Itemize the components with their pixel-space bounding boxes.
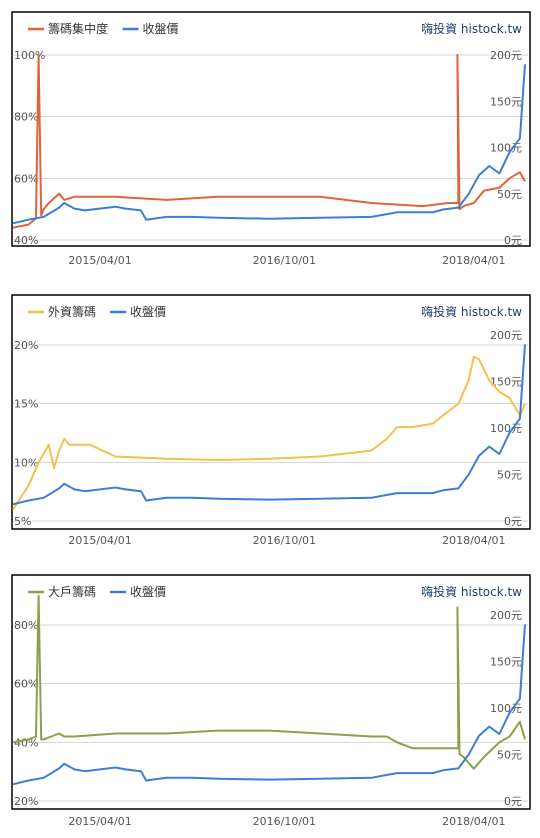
right-tick-label: 50元: [497, 749, 522, 762]
left-tick-label: 80%: [14, 619, 38, 632]
left-tick-label: 60%: [14, 172, 38, 185]
legend-label: 收盤價: [130, 305, 166, 319]
chip-concentration-chart: 100%80%60%40%200元150元100元50元0元2015/04/01…: [11, 11, 531, 267]
series-line-price: [12, 344, 526, 506]
series-line-price: [12, 624, 526, 786]
x-tick-label: 2018/04/01: [442, 815, 505, 828]
right-tick-label: 50元: [497, 469, 522, 482]
right-tick-label: 150元: [490, 95, 522, 108]
right-tick-label: 0元: [504, 234, 522, 247]
right-tick-label: 200元: [490, 329, 522, 342]
left-tick-label: 15%: [14, 398, 38, 411]
right-tick-label: 0元: [504, 515, 522, 528]
x-tick-label: 2016/10/01: [253, 534, 316, 547]
brand-label: 嗨投資 histock.tw: [421, 21, 522, 36]
series-line-left: [12, 355, 526, 510]
left-tick-label: 60%: [14, 678, 38, 691]
left-tick-label: 10%: [14, 456, 38, 469]
series-line-left: [12, 594, 526, 770]
series-line-left: [12, 54, 526, 229]
brand-label: 嗨投資 histock.tw: [421, 304, 522, 319]
right-tick-label: 200元: [490, 49, 522, 62]
left-tick-label: 40%: [14, 234, 38, 247]
legend-label: 收盤價: [130, 585, 166, 599]
x-tick-label: 2018/04/01: [442, 534, 505, 547]
chart-frame: [11, 294, 531, 530]
left-tick-label: 5%: [14, 515, 31, 528]
left-tick-label: 80%: [14, 111, 38, 124]
right-tick-label: 150元: [490, 656, 522, 669]
x-tick-label: 2016/10/01: [253, 815, 316, 828]
legend-label: 大戶籌碼: [48, 585, 96, 599]
x-tick-label: 2015/04/01: [68, 254, 131, 267]
x-tick-label: 2015/04/01: [68, 534, 131, 547]
right-tick-label: 200元: [490, 609, 522, 622]
right-tick-label: 150元: [490, 376, 522, 389]
left-tick-label: 20%: [14, 339, 38, 352]
chart-frame: [11, 11, 531, 247]
series-line-price: [12, 64, 526, 225]
left-tick-label: 40%: [14, 736, 38, 749]
right-tick-label: 0元: [504, 795, 522, 808]
left-tick-label: 100%: [14, 49, 45, 62]
brand-label: 嗨投資 histock.tw: [421, 584, 522, 599]
x-tick-label: 2015/04/01: [68, 815, 131, 828]
chart-frame: [11, 574, 531, 810]
legend-label: 外資籌碼: [48, 305, 96, 319]
x-tick-label: 2016/10/01: [253, 254, 316, 267]
legend-label: 籌碼集中度: [48, 21, 108, 36]
right-tick-label: 50元: [497, 188, 522, 201]
left-tick-label: 20%: [14, 795, 38, 808]
legend-label: 收盤價: [143, 22, 179, 36]
x-tick-label: 2018/04/01: [442, 254, 505, 267]
